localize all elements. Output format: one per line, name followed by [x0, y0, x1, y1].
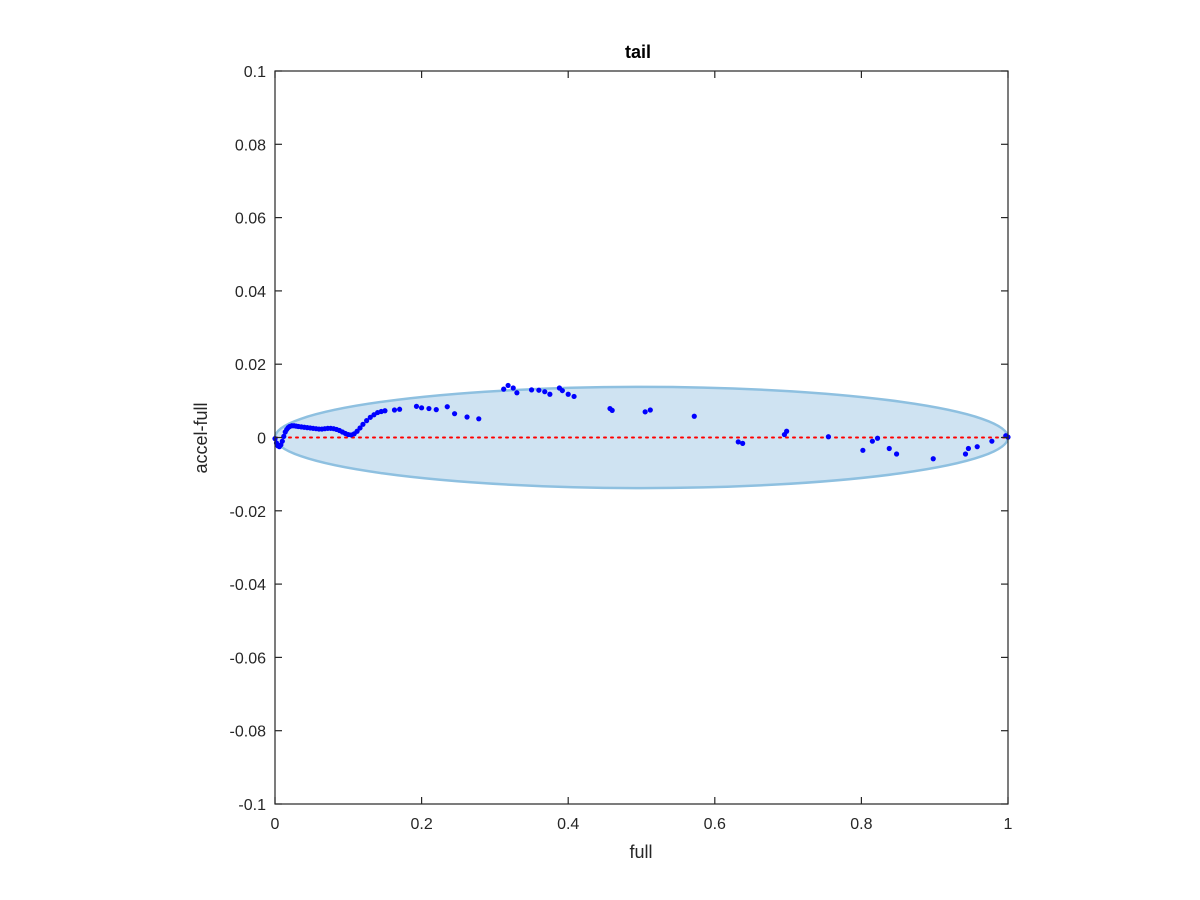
data-point [642, 409, 648, 415]
data-point [413, 403, 420, 409]
ticks-layer: 0 0.2 0.4 0.6 0.8 1 -0.1 -0.08 -0.06 -0.04 -0.02 0 0… [230, 64, 1013, 833]
chart-title: tail [625, 42, 651, 62]
x-tick-label: 0 [271, 816, 280, 833]
data-point [965, 445, 972, 452]
data-point [397, 406, 403, 412]
data-point [886, 445, 892, 452]
y-tick-label: -0.06 [230, 650, 267, 667]
data-point [565, 391, 571, 397]
y-tick-label: -0.08 [230, 724, 267, 741]
data-point [451, 411, 458, 417]
y-tick-label: -0.04 [230, 577, 267, 594]
data-point [444, 404, 450, 410]
data-point [426, 405, 432, 412]
data-point [279, 438, 285, 444]
data-point [740, 440, 746, 446]
data-point [357, 425, 363, 431]
data-point [571, 393, 577, 400]
data-point [869, 438, 875, 444]
x-axis-label: full [629, 842, 652, 862]
data-point [501, 386, 507, 392]
data-point [860, 447, 866, 453]
data-point [419, 405, 425, 411]
data-point [874, 435, 881, 441]
data-point [360, 421, 366, 427]
data-point [930, 456, 936, 462]
data-point [784, 428, 790, 434]
x-tick-label: 0.6 [704, 816, 726, 833]
data-point [893, 451, 900, 457]
y-tick-label: 0.02 [235, 357, 266, 374]
y-axis-label: accel-full [191, 402, 211, 473]
data-point [528, 387, 535, 393]
data-point [281, 433, 287, 440]
data-point [476, 416, 482, 422]
data-point [514, 390, 520, 396]
data-point [433, 407, 439, 413]
data-point [735, 439, 741, 445]
data-point [542, 389, 548, 395]
data-point [989, 438, 995, 444]
data-point [382, 408, 388, 414]
y-tick-label: 0.06 [235, 211, 266, 228]
data-point [825, 434, 832, 440]
data-point [391, 407, 398, 413]
data-point [691, 413, 697, 419]
x-tick-label: 0.4 [557, 816, 579, 833]
points-layer [272, 382, 1011, 462]
x-tick-label: 0.2 [410, 816, 432, 833]
data-point [510, 385, 516, 391]
data-point [464, 414, 470, 420]
x-tick-label: 1 [1004, 816, 1013, 833]
data-point [364, 418, 370, 424]
data-point [367, 414, 373, 420]
y-tick-label: 0.04 [235, 284, 266, 301]
data-point [974, 444, 980, 450]
y-tick-label: 0 [257, 431, 266, 448]
x-tick-label: 0.8 [850, 816, 872, 833]
y-tick-label: 0.1 [244, 64, 266, 81]
data-point [505, 382, 511, 389]
data-point [647, 407, 653, 413]
data-point [609, 407, 615, 413]
y-tick-label: -0.02 [230, 504, 267, 521]
data-point [559, 387, 565, 394]
data-point [536, 387, 542, 393]
y-tick-label: -0.1 [238, 797, 266, 814]
data-point [547, 391, 553, 397]
y-tick-label: 0.08 [235, 137, 266, 154]
data-point [962, 451, 969, 457]
